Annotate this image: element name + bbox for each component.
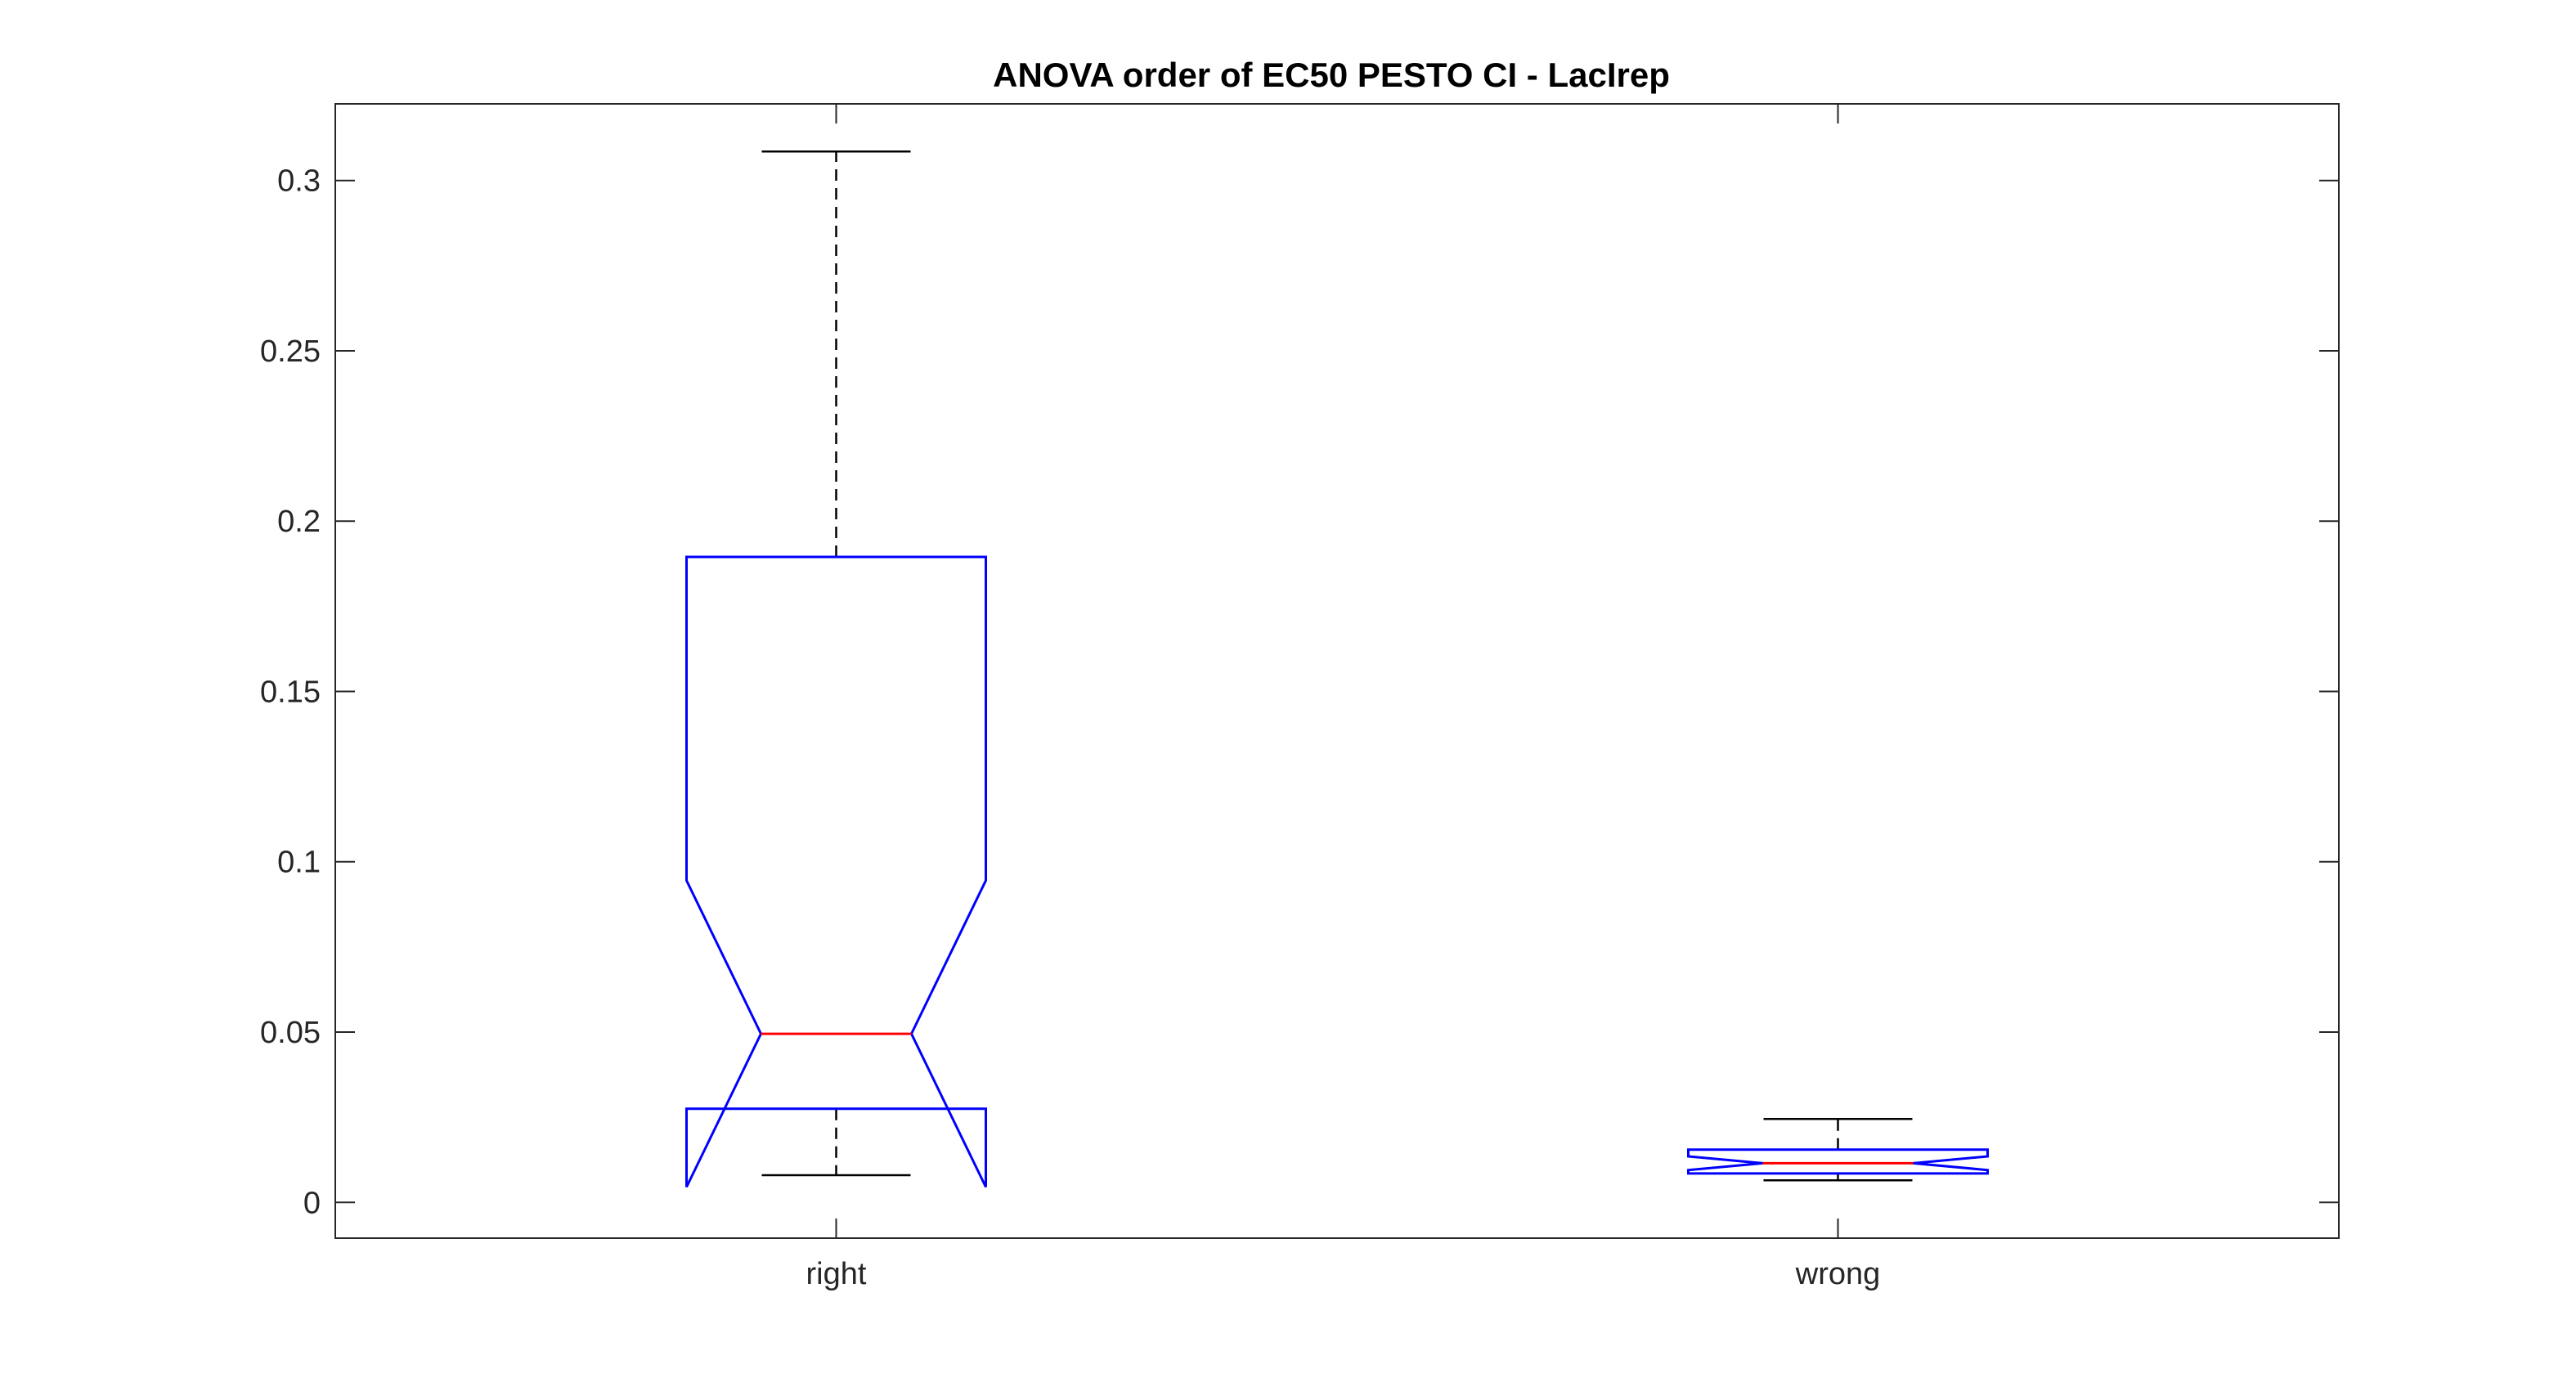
y-tick-label: 0.15: [260, 675, 321, 709]
y-axis: 0 0.05 0.1 0.15 0.2 0.25 0.3: [260, 164, 2339, 1220]
axes-frame: [334, 103, 2340, 1239]
x-tick-label: wrong: [1795, 1257, 1881, 1291]
notched-box: [1687, 1148, 1989, 1175]
y-tick-label: 0.2: [277, 505, 321, 539]
chart-title: ANOVA order of EC50 PESTO CI - LacIrep: [993, 56, 1670, 94]
x-tick-label: right: [806, 1257, 867, 1291]
x-axis: right wrong: [806, 104, 1881, 1291]
y-tick-label: 0.1: [277, 846, 321, 880]
y-tick-label: 0.3: [277, 164, 321, 199]
box-right: [685, 150, 987, 1188]
y-tick-label: 0.25: [260, 334, 321, 369]
box-wrong: [1687, 1117, 1989, 1182]
notched-box: [685, 555, 987, 1188]
box-series: [685, 150, 1989, 1188]
y-tick-label: 0: [303, 1186, 321, 1220]
y-tick-label: 0.05: [260, 1016, 321, 1050]
